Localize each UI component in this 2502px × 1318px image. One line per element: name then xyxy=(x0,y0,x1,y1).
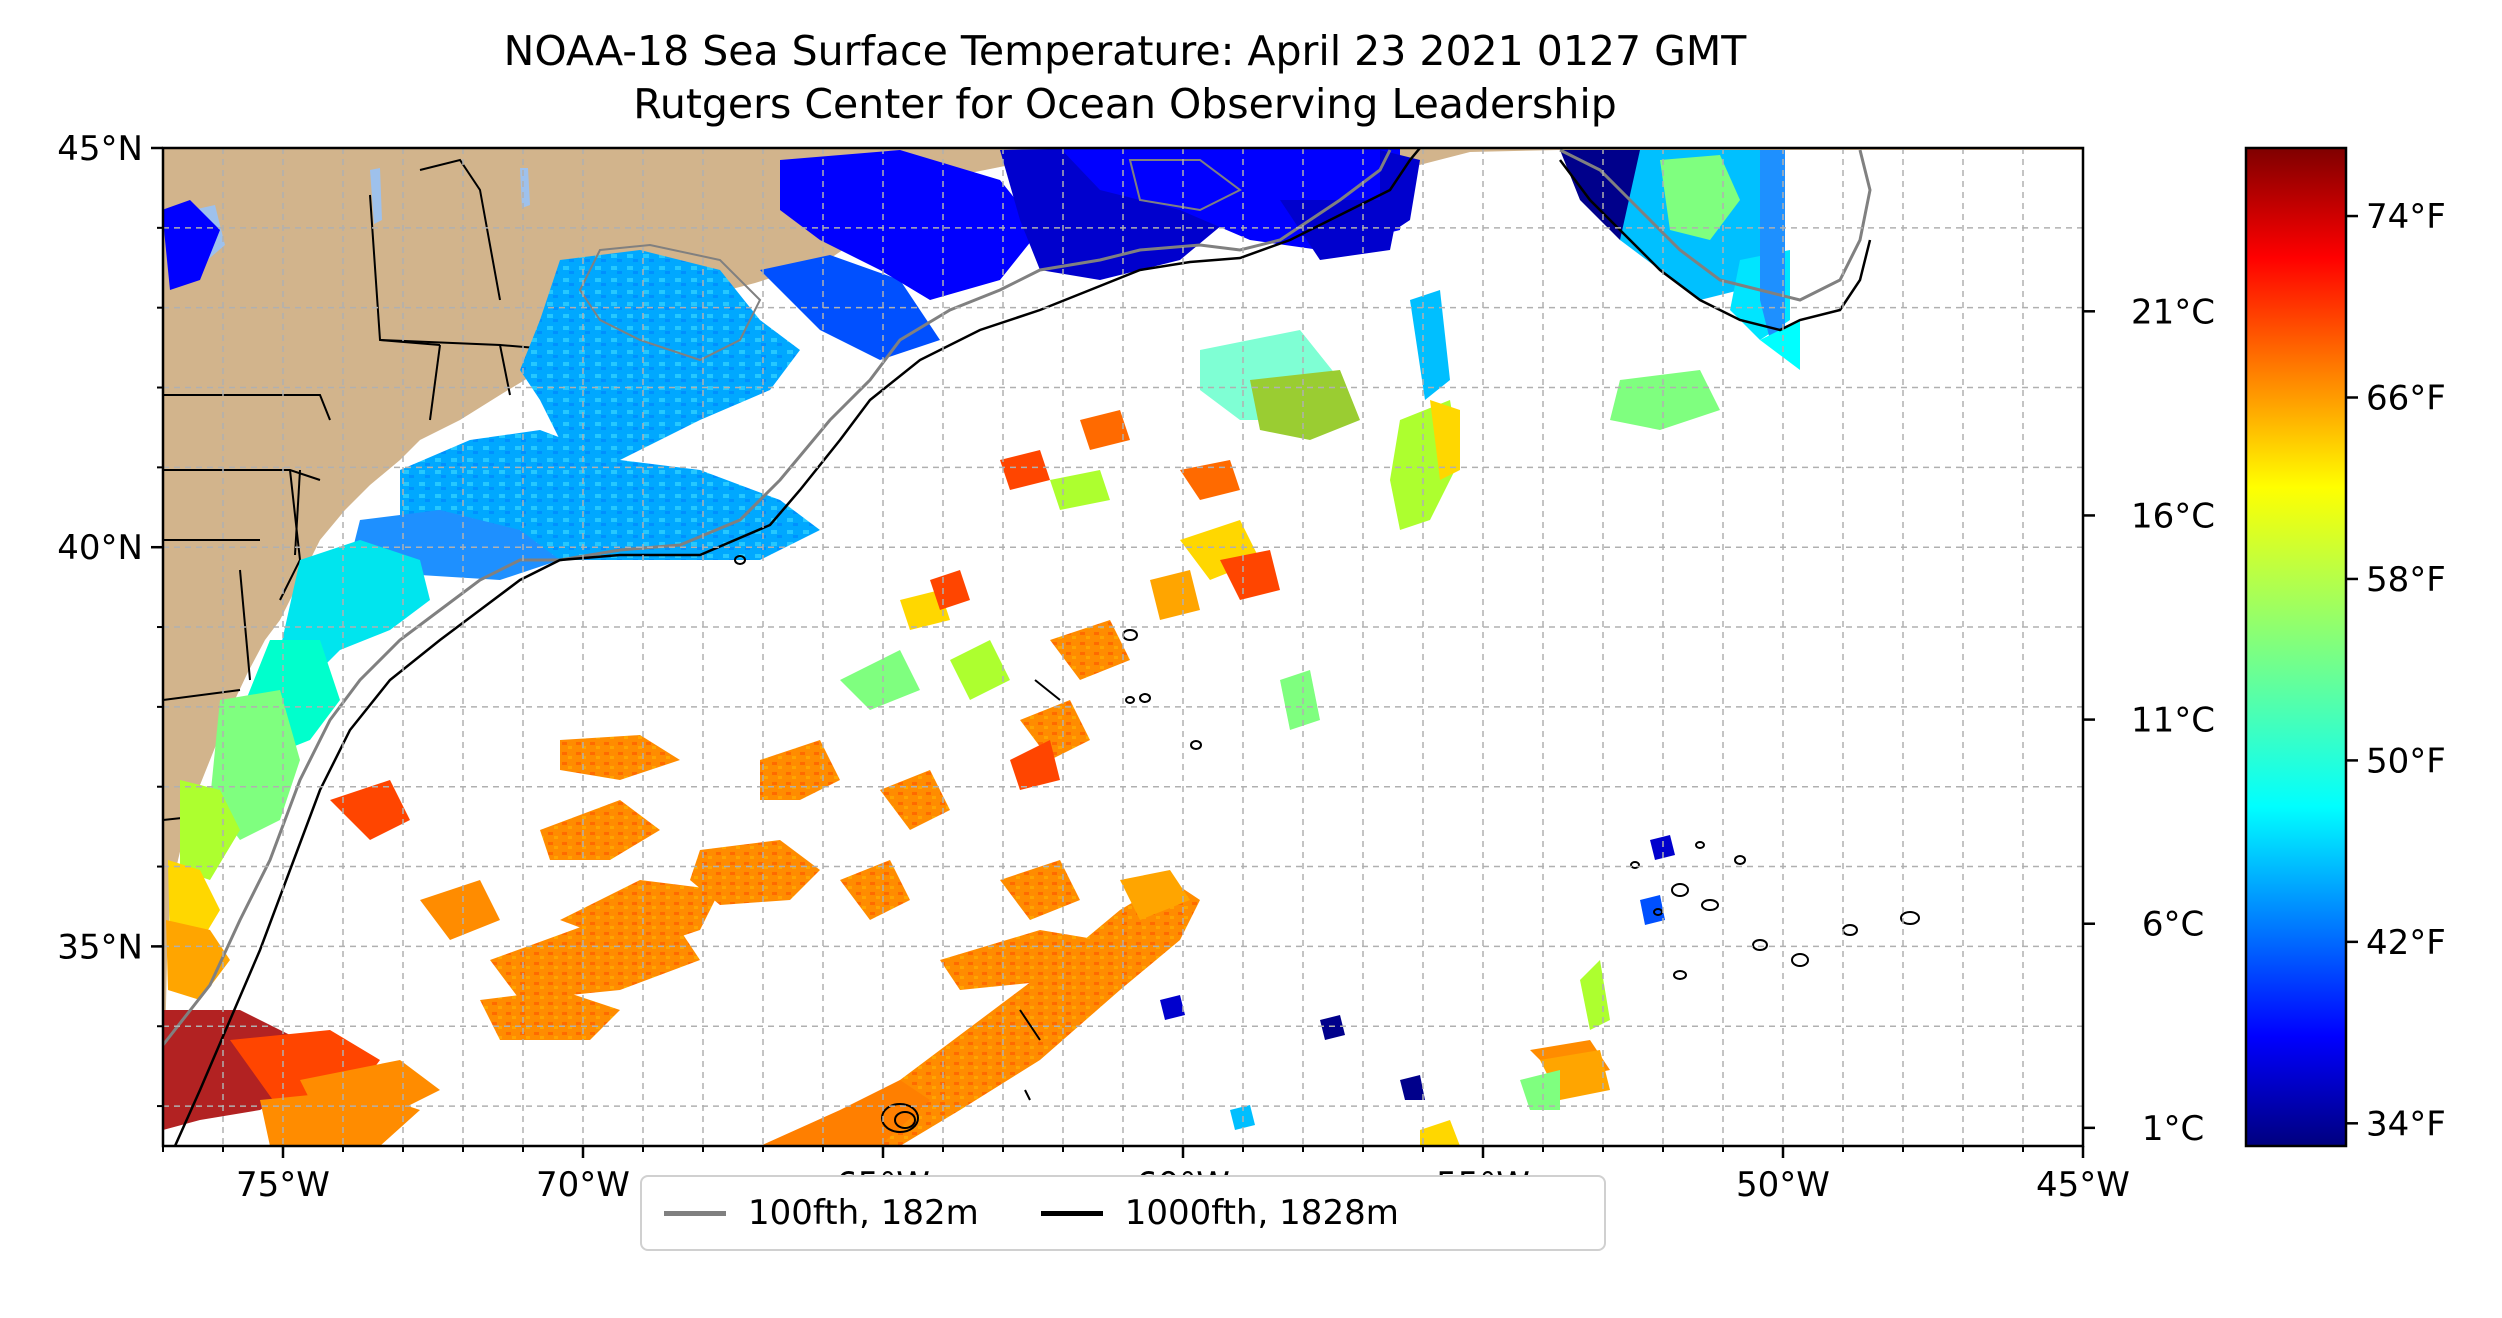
celsius-tick-label: 1°C xyxy=(2142,1109,2204,1149)
land-nova-scotia xyxy=(1345,148,2083,200)
isobath-100fth xyxy=(1128,159,1242,212)
celsius-tick-label: 11°C xyxy=(2131,701,2215,741)
fahrenheit-tick-label: 74°F xyxy=(2366,197,2446,237)
lat-tick-label: 45°N xyxy=(57,129,143,169)
land-mass xyxy=(163,148,1065,1146)
legend-item-100fth: 100fth, 182m xyxy=(664,1193,979,1233)
sst-data xyxy=(163,148,1800,1146)
lake xyxy=(370,168,382,224)
fahrenheit-tick-label: 58°F xyxy=(2366,560,2446,600)
legend-line-black xyxy=(1040,1210,1103,1216)
isobath-1000fth xyxy=(173,148,1421,1146)
legend-label: 100fth, 182m xyxy=(748,1193,979,1233)
isobath-100fth xyxy=(163,149,1392,1046)
latitude-axis: 45°N 40°N 35°N xyxy=(57,129,163,1108)
isobath-1000fth xyxy=(1559,159,1872,332)
fahrenheit-tick-label: 50°F xyxy=(2366,741,2446,781)
isobath-100fth xyxy=(578,243,762,362)
lat-tick-label: 35°N xyxy=(57,927,143,967)
isobath-100fth xyxy=(1559,148,1872,302)
legend-line-gray xyxy=(664,1210,726,1216)
legend-label: 1000fth, 1828m xyxy=(1124,1193,1399,1233)
legend-item-1000fth: 1000fth, 1828m xyxy=(1040,1193,1399,1233)
lon-tick-label: 75°W xyxy=(236,1165,330,1205)
lon-tick-label: 45°W xyxy=(2036,1165,2130,1205)
sst-map: 75°W70°W65°W60°W55°W50°W45°W 45°N40°N35°… xyxy=(57,129,2215,1205)
celsius-axis: 21°C 16°C 11°C 6°C 1°C xyxy=(2083,292,2215,1149)
gridlines xyxy=(163,148,2083,1146)
fahrenheit-tick-label: 66°F xyxy=(2366,379,2446,419)
map-subtitle: Rutgers Center for Ocean Observing Leade… xyxy=(633,80,1617,128)
fahrenheit-axis: 74°F 66°F 58°F 50°F 42°F 34°F xyxy=(2346,197,2446,1144)
colorbar-gradient xyxy=(2244,146,2348,1148)
fahrenheit-tick-label: 42°F xyxy=(2366,923,2446,963)
map-title: NOAA-18 Sea Surface Temperature: April 2… xyxy=(503,27,1747,75)
temperature-colorbar: 74°F 66°F 58°F 50°F 42°F 34°F xyxy=(2244,146,2446,1148)
celsius-tick-label: 16°C xyxy=(2131,496,2215,536)
isobath-legend: 100fth, 182m 1000fth, 1828m xyxy=(640,1175,1606,1251)
celsius-tick-label: 21°C xyxy=(2131,292,2215,332)
lat-tick-label: 40°N xyxy=(57,528,143,568)
lon-tick-label: 70°W xyxy=(536,1165,630,1205)
celsius-tick-label: 6°C xyxy=(2142,905,2204,945)
fahrenheit-tick-label: 34°F xyxy=(2366,1104,2446,1144)
lon-tick-label: 50°W xyxy=(1736,1165,1830,1205)
seamounts xyxy=(734,555,1920,1133)
